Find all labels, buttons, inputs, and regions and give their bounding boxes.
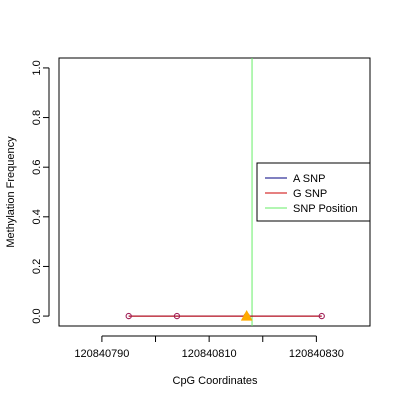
snp-triangle-marker [240,310,253,321]
legend-label: G SNP [293,188,327,200]
legend: A SNP G SNP SNP Position [256,162,371,222]
x-tick-label: 120840810 [182,348,237,360]
axis-layer: 120840790 120840810 120840830 0.0 0.2 0.4 0.6 0… [31,60,344,360]
x-tick-label: 120840790 [74,348,129,360]
x-tick-label: 120840830 [289,348,344,360]
data-point [173,312,181,320]
y-tick-label: 0.2 [31,259,43,274]
y-tick-label: 0.6 [31,160,43,175]
data-point [318,312,325,320]
legend-label: SNP Position [293,203,358,215]
y-tick-label: 0.8 [31,110,43,125]
y-tick-label: 0.0 [31,308,43,323]
y-axis-title: Methylation Frequency [5,136,17,248]
legend-label: A SNP [293,173,325,185]
plot-layer [125,58,325,326]
legend-box [256,162,371,222]
y-tick-label: 0.4 [31,209,43,224]
y-tick-label: 1.0 [31,60,43,75]
x-axis-title: CpG Coordinates [173,375,258,387]
data-point [125,312,132,320]
